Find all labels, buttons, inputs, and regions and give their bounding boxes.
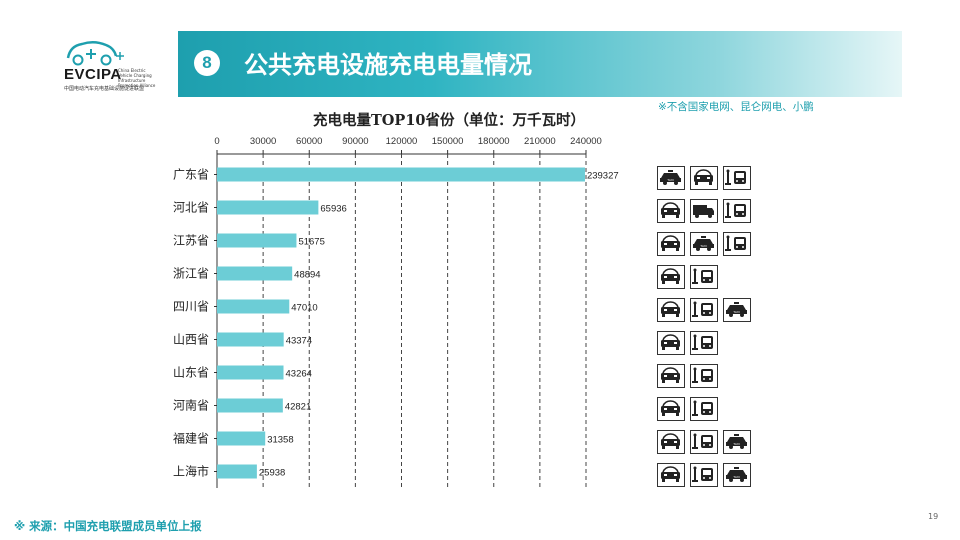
data-label: 31358: [267, 435, 293, 446]
category-label: 江苏省: [173, 234, 209, 248]
charger-bus-icon: [690, 331, 718, 355]
taxi-icon: TAXI: [657, 166, 685, 190]
car-icon: [657, 463, 685, 487]
category-label: 山西省: [173, 333, 209, 347]
data-label: 51675: [298, 237, 324, 248]
category-label: 河北省: [173, 201, 209, 215]
x-tick-label: 30000: [250, 136, 276, 147]
x-tick-label: 60000: [296, 136, 322, 147]
car-icon: [657, 397, 685, 421]
evcipa-logo: EVCIPA China Electric Vehicle Charging I…: [60, 36, 170, 98]
category-label: 上海市: [173, 464, 209, 479]
svg-text:TAXI: TAXI: [667, 178, 674, 182]
x-tick-label: 120000: [386, 136, 418, 147]
car-icon: [657, 199, 685, 223]
bar-chart: 0 30000 60000 90000 120000 150000 180000 210000…: [173, 136, 619, 488]
x-tick-label: 90000: [342, 136, 368, 147]
bar: [217, 167, 585, 182]
logo-cn-name: 中国电动汽车充电基础设施促进联盟: [64, 86, 145, 92]
taxi-icon: TAXI: [723, 463, 751, 487]
car-icon: [657, 298, 685, 322]
bar: [217, 398, 283, 413]
category-label: 浙江省: [173, 267, 209, 281]
svg-text:TAXI: TAXI: [733, 310, 740, 314]
svg-text:TAXI: TAXI: [700, 244, 707, 248]
charger-bus-icon: [690, 298, 718, 322]
x-tick-label: 0: [214, 136, 219, 147]
charger-bus-icon: [690, 265, 718, 289]
source-note: ※ 来源：中国充电联盟成员单位上报: [14, 519, 202, 533]
charger-bus-icon: [723, 166, 751, 190]
category-label: 四川省: [173, 300, 209, 314]
charger-bus-icon: [690, 430, 718, 454]
bar: [217, 233, 297, 248]
title-banner: [178, 31, 902, 97]
car-icon: [657, 430, 685, 454]
category-label: 福建省: [173, 431, 209, 446]
svg-text:TAXI: TAXI: [733, 475, 740, 479]
data-label: 43264: [286, 369, 312, 380]
charger-bus-icon: [690, 397, 718, 421]
car-icon: [657, 364, 685, 388]
bar: [217, 299, 290, 314]
taxi-icon: TAXI: [723, 298, 751, 322]
x-tick-label: 240000: [570, 136, 602, 147]
x-tick-label: 150000: [432, 136, 464, 147]
bar: [217, 266, 293, 281]
car-icon: [690, 166, 718, 190]
section-number-badge: 8: [194, 50, 220, 76]
data-label: 48894: [294, 270, 320, 281]
truck-icon: [690, 199, 718, 223]
category-label: 广东省: [173, 168, 209, 182]
car-plug-logo-icon: [66, 41, 124, 66]
page-title: 公共充电设施充电电量情况: [244, 51, 532, 79]
data-label: 65936: [320, 204, 346, 215]
charger-bus-icon: [723, 232, 751, 256]
data-label: 47010: [291, 303, 317, 314]
svg-text:TAXI: TAXI: [733, 442, 740, 446]
car-icon: [657, 265, 685, 289]
data-label: 25938: [259, 468, 285, 479]
charger-bus-icon: [690, 364, 718, 388]
charger-bus-icon: [723, 199, 751, 223]
x-tick-label: 180000: [478, 136, 510, 147]
bar: [217, 332, 284, 347]
logo-wordmark: EVCIPA: [64, 66, 122, 83]
bar: [217, 200, 319, 215]
bar: [217, 431, 266, 446]
category-label: 河南省: [173, 398, 209, 413]
data-label: 43374: [286, 336, 312, 347]
x-tick-label: 210000: [524, 136, 556, 147]
data-label: 239327: [587, 171, 619, 182]
charger-bus-icon: [690, 463, 718, 487]
taxi-icon: TAXI: [723, 430, 751, 454]
page-number: 19: [928, 512, 939, 521]
car-icon: [657, 331, 685, 355]
logo-subtitle: China Electric Vehicle Charging Infrastr…: [118, 68, 156, 88]
bar: [217, 464, 257, 479]
car-icon: [657, 232, 685, 256]
chart-title: 充电电量TOP10省份（单位：万千瓦时）: [313, 112, 586, 129]
bar: [217, 365, 284, 380]
category-label: 山东省: [173, 366, 209, 380]
exclusion-note: ※不含国家电网、昆仑网电、小鹏: [658, 101, 814, 113]
data-label: 42821: [285, 402, 311, 413]
taxi-icon: TAXI: [690, 232, 718, 256]
